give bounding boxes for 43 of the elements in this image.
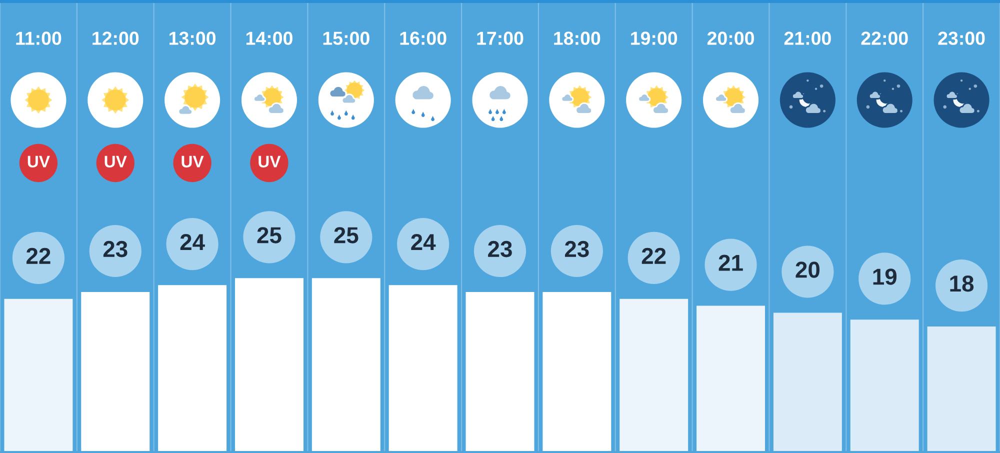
- bar: [158, 285, 227, 451]
- bar: [696, 306, 765, 451]
- x-tick-label: 20:00: [707, 32, 754, 45]
- bar: [542, 292, 612, 451]
- data-label: 23: [103, 240, 128, 258]
- text: UV: [28, 156, 50, 168]
- data-label: 25: [334, 227, 358, 244]
- x-tick-label: 14:00: [246, 32, 292, 45]
- bar: [4, 298, 73, 451]
- data-label: 24: [411, 234, 436, 250]
- bar: [773, 312, 842, 451]
- x-tick-label: 16:00: [400, 32, 446, 45]
- text: UV: [258, 156, 281, 168]
- bar: [466, 292, 534, 451]
- bar: [927, 326, 996, 451]
- bar: [235, 278, 304, 451]
- bar: [620, 298, 688, 451]
- bar: [312, 278, 380, 451]
- x-tick-label: 23:00: [938, 32, 985, 45]
- x-tick-label: 21:00: [784, 32, 831, 45]
- text: UV: [104, 156, 127, 168]
- data-label: 20: [796, 262, 820, 278]
- data-label: 25: [257, 227, 282, 244]
- data-label: 18: [950, 276, 974, 292]
- bar: [388, 285, 458, 451]
- x-tick-label: 15:00: [323, 32, 370, 45]
- data-label: 22: [26, 248, 50, 264]
- bar: [850, 320, 919, 451]
- data-label: 19: [873, 268, 897, 285]
- data-label: 22: [642, 248, 666, 264]
- x-tick-label: 13:00: [170, 32, 216, 45]
- x-tick-label: 22:00: [861, 32, 908, 45]
- data-label: 24: [180, 234, 205, 250]
- data-label: 23: [488, 240, 512, 258]
- x-tick-label: 17:00: [477, 32, 524, 45]
- x-tick-label: 18:00: [554, 32, 600, 45]
- data-label: 21: [718, 254, 743, 271]
- text: UV: [182, 156, 204, 168]
- x-tick-label: 11:00: [16, 32, 62, 45]
- x-tick-label: 19:00: [631, 32, 678, 45]
- data-label: 23: [564, 240, 589, 258]
- x-tick-label: 12:00: [92, 32, 139, 45]
- bar: [81, 292, 150, 451]
